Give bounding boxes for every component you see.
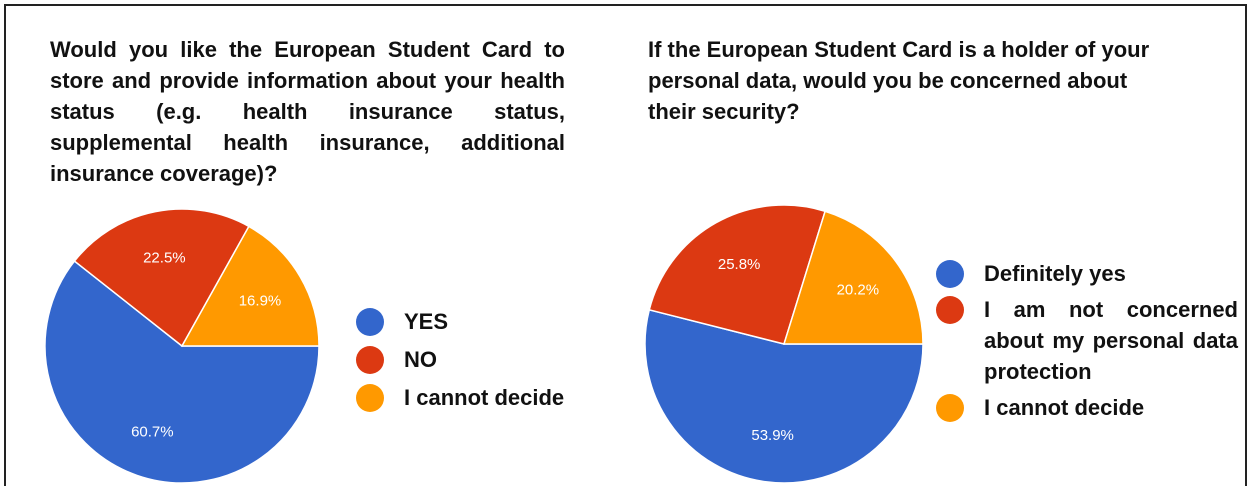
legend-item-not-concerned: I am not concerned about my personal dat… [936, 294, 1238, 387]
slice-cannot-decide [782, 210, 924, 345]
legend-item-cannot-decide: I cannot decide [356, 382, 596, 420]
legend-security: Definitely yes I am not concerned about … [936, 258, 1238, 428]
legend-swatch-cannot-decide-2 [936, 394, 964, 422]
slice-not-concerned [648, 204, 827, 345]
legend-label-no: NO [404, 347, 437, 372]
slice-definitely-yes [644, 308, 924, 484]
legend-label-not-concerned: I am not concerned about my personal dat… [984, 297, 1238, 384]
legend-label-yes: YES [404, 309, 449, 334]
legend-label-definitely-yes: Definitely yes [984, 261, 1126, 286]
legend-swatch-not-concerned [936, 296, 964, 324]
legend-item-no: NO [356, 344, 596, 382]
legend-swatch-yes [356, 308, 384, 336]
pie-chart-health: 60.7% 22.5% 16.9% [44, 208, 320, 484]
legend-label-cannot-decide-2: I cannot decide [984, 395, 1145, 420]
slice-yes [44, 260, 320, 484]
chart-title-health: Would you like the European Student Card… [50, 37, 565, 186]
slice-cannot-decide-label: 16.9% [239, 292, 282, 309]
slice-cannot-decide [180, 225, 320, 347]
legend-item-cannot-decide-2: I cannot decide [936, 392, 1238, 423]
legend-label-cannot-decide: I cannot decide [404, 385, 565, 410]
slice-not-concerned-label: 25.8% [718, 256, 761, 273]
slice-no-label: 22.5% [143, 249, 186, 266]
slice-cannot-decide-label: 20.2% [837, 282, 880, 299]
legend-item-definitely-yes: Definitely yes [936, 258, 1238, 289]
legend-health: YES NO I cannot decide [356, 306, 596, 420]
legend-swatch-cannot-decide [356, 384, 384, 412]
legend-swatch-definitely-yes [936, 260, 964, 288]
pie-chart-security: 53.9% 25.8% 20.2% [644, 204, 924, 484]
slice-no [73, 208, 250, 348]
slice-definitely-yes-label: 53.9% [751, 427, 794, 444]
chart-title-security: If the European Student Card is a holder… [648, 37, 1150, 124]
legend-item-yes: YES [356, 306, 596, 344]
slice-yes-label: 60.7% [131, 423, 174, 440]
legend-swatch-no [356, 346, 384, 374]
